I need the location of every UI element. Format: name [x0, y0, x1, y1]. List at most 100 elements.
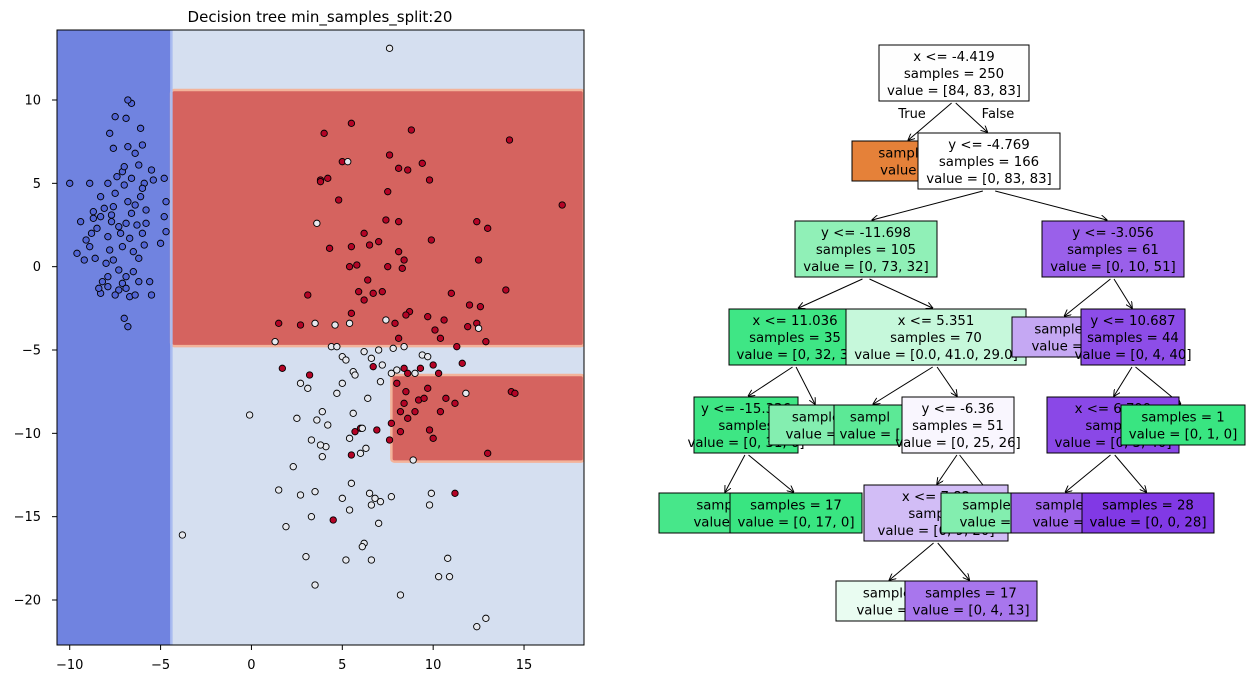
data-point [424, 313, 432, 321]
data-point [115, 286, 123, 294]
data-point [338, 494, 346, 502]
data-point [404, 369, 412, 377]
tree-node-text: y <= -4.769 [948, 138, 1029, 153]
tree-node-text: value = [0, 83, 83] [926, 172, 1052, 187]
tree-node-text: samples [718, 419, 773, 434]
tree-node-text: samples [1035, 499, 1090, 514]
tree-node-box [1080, 308, 1186, 366]
data-point [462, 389, 470, 397]
tree-node-text: x <= 5.351 [898, 314, 975, 329]
data-point [345, 263, 354, 271]
data-point [333, 389, 341, 397]
data-point [387, 419, 396, 427]
data-point [342, 356, 350, 364]
data-point [73, 249, 81, 257]
data-point [369, 363, 377, 371]
data-point [127, 209, 136, 217]
data-point [104, 233, 112, 241]
tree-edges: True False [725, 102, 1180, 580]
data-point [482, 338, 490, 346]
tree-node-text: samples [962, 499, 1017, 514]
tree-node-text: value = [ [856, 604, 917, 619]
data-point [104, 283, 112, 291]
data-point [305, 371, 314, 379]
data-point [316, 178, 325, 186]
tree-node-text: y <= -6.36 [921, 402, 994, 417]
data-point [120, 314, 128, 322]
data-point [156, 239, 165, 247]
data-point [384, 263, 392, 271]
data-point [360, 296, 368, 304]
tree-node-text: value = [ [1032, 516, 1093, 531]
tree-node-text: value = [0, 73, 32] [803, 260, 929, 275]
data-point [149, 176, 157, 184]
data-point [375, 238, 383, 246]
data-point [278, 364, 286, 372]
tree-node-text: sample [792, 411, 840, 426]
data-point [296, 379, 305, 387]
tree-node-text: value = [0.0, 41.0, 29.0] [854, 348, 1018, 363]
tree-node-box [1041, 220, 1185, 278]
data-point [404, 414, 412, 422]
tree-node-box [901, 396, 1015, 454]
data-point [484, 449, 492, 457]
data-point [296, 491, 305, 499]
data-point [296, 321, 305, 329]
tree-edge [1065, 278, 1111, 316]
data-point [434, 369, 443, 377]
tree-node: x <= 11.036 samples = 35 value = [0, 32, 3… [728, 308, 862, 366]
data-point [162, 198, 170, 206]
data-point [140, 241, 148, 249]
data-point [160, 213, 168, 221]
tree-edge [873, 366, 933, 404]
data-point [96, 193, 105, 201]
data-point [382, 216, 390, 224]
data-point [349, 409, 357, 417]
data-point [100, 204, 108, 212]
tree-node-text: value = [ [785, 428, 846, 443]
tree-node-text: x <= 11.036 [752, 314, 837, 329]
tree-edge [1114, 366, 1133, 396]
tree-node-text: samples = 35 [749, 331, 841, 346]
x-tick-label: −10 [56, 658, 83, 673]
data-point [347, 243, 356, 251]
tree-node-box [729, 492, 863, 534]
tree-edge [748, 454, 794, 492]
y-tick-label: 0 [33, 260, 41, 275]
data-point [307, 513, 316, 521]
data-point [89, 208, 97, 216]
data-point [376, 378, 385, 386]
tree-node: samples = 17 value = [0, 17, 0] [729, 492, 863, 534]
data-point [122, 219, 130, 227]
data-point [318, 453, 326, 461]
data-point [367, 501, 376, 509]
data-point [122, 114, 130, 122]
data-point [436, 334, 445, 342]
data-point [409, 456, 417, 464]
y-tick-label: −10 [14, 427, 41, 442]
tree-node-text: samples [1034, 323, 1089, 338]
data-point [347, 479, 356, 487]
data-point [400, 343, 408, 351]
data-point [313, 416, 321, 424]
data-point [394, 334, 403, 342]
tree-node-text: samples = 250 [904, 67, 1004, 82]
data-point [116, 229, 125, 237]
y-tick-label: 10 [24, 94, 41, 109]
tree-node-text: value = [84, 83, 83] [887, 84, 1021, 99]
tree-node: y <= -4.769 samples = 166 value = [0, 83, … [917, 132, 1061, 190]
data-point [376, 498, 385, 506]
data-point [162, 228, 170, 236]
data-point [106, 246, 114, 254]
data-point [356, 449, 365, 457]
tree-node-text: value = [ [959, 516, 1020, 531]
data-point [93, 224, 101, 232]
tree-edge [908, 102, 952, 140]
data-point [289, 463, 297, 471]
tree-nodes: x <= -4.419 samples = 250 value = [84, 83,… [658, 44, 1246, 622]
data-point [411, 369, 419, 377]
data-point [80, 256, 88, 264]
data-point [453, 343, 461, 351]
tree-node: samples = 17 value = [0, 4, 13] [904, 580, 1038, 622]
data-point [474, 256, 483, 264]
